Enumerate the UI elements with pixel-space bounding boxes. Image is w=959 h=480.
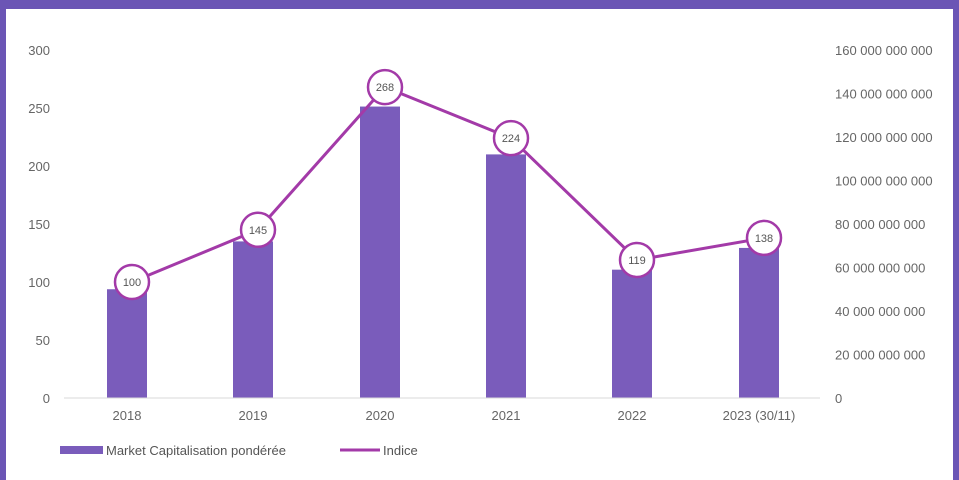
right-tick-label: 60 000 000 000	[835, 261, 925, 276]
bar-series	[107, 106, 779, 399]
legend-label-bar: Market Capitalisation pondérée	[106, 443, 286, 458]
combo-chart: 0 50 100 150 200 250 300 0 20 000 000 000 40 000…	[28, 43, 933, 458]
bar	[486, 154, 526, 398]
right-tick-label: 40 000 000 000	[835, 304, 925, 319]
x-tick-label: 2021	[492, 408, 521, 423]
left-axis: 0 50 100 150 200 250 300	[28, 43, 50, 406]
data-label: 145	[249, 225, 267, 237]
line-point	[239, 211, 277, 249]
data-label: 224	[502, 133, 520, 145]
x-axis: 2018 2019 2020 2021 2022 2023 (30/11)	[113, 408, 796, 423]
data-label: 138	[755, 233, 773, 245]
right-tick-label: 80 000 000 000	[835, 217, 925, 232]
x-tick-label: 2019	[239, 408, 268, 423]
left-tick-label: 250	[28, 101, 50, 116]
right-tick-label: 100 000 000 000	[835, 174, 933, 189]
right-tick-label: 20 000 000 000	[835, 348, 925, 363]
right-tick-label: 140 000 000 000	[835, 87, 933, 102]
bar	[612, 269, 652, 398]
right-tick-label: 160 000 000 000	[835, 43, 933, 58]
data-label: 119	[628, 255, 646, 267]
bar	[739, 247, 779, 398]
x-tick-label: 2018	[113, 408, 142, 423]
line-point	[366, 68, 404, 106]
left-tick-label: 50	[36, 333, 50, 348]
right-tick-label: 120 000 000 000	[835, 130, 933, 145]
line-point	[492, 119, 530, 157]
x-tick-label: 2022	[618, 408, 647, 423]
bar	[107, 289, 147, 398]
line-point	[618, 241, 656, 279]
line-series: 100 145 268 224 119 138	[113, 68, 783, 301]
line-path	[131, 85, 765, 284]
left-tick-label: 0	[43, 391, 50, 406]
left-tick-label: 100	[28, 275, 50, 290]
left-tick-label: 150	[28, 217, 50, 232]
legend-label-line: Indice	[383, 443, 418, 458]
right-tick-label: 0	[835, 391, 842, 406]
left-tick-label: 300	[28, 43, 50, 58]
left-tick-label: 200	[28, 159, 50, 174]
bar	[233, 241, 273, 398]
line-point	[745, 219, 783, 257]
data-label: 100	[123, 277, 141, 289]
x-tick-label: 2023 (30/11)	[723, 408, 796, 423]
bar	[360, 106, 400, 399]
chart-frame: 0 50 100 150 200 250 300 0 20 000 000 000 40 000…	[6, 9, 953, 480]
data-label: 268	[376, 82, 394, 94]
right-axis: 0 20 000 000 000 40 000 000 000 60 000 000 …	[835, 43, 933, 406]
x-tick-label: 2020	[366, 408, 395, 423]
legend: Market Capitalisation pondérée Indice	[60, 443, 418, 458]
line-point	[113, 263, 151, 301]
legend-swatch-bar	[60, 446, 103, 454]
